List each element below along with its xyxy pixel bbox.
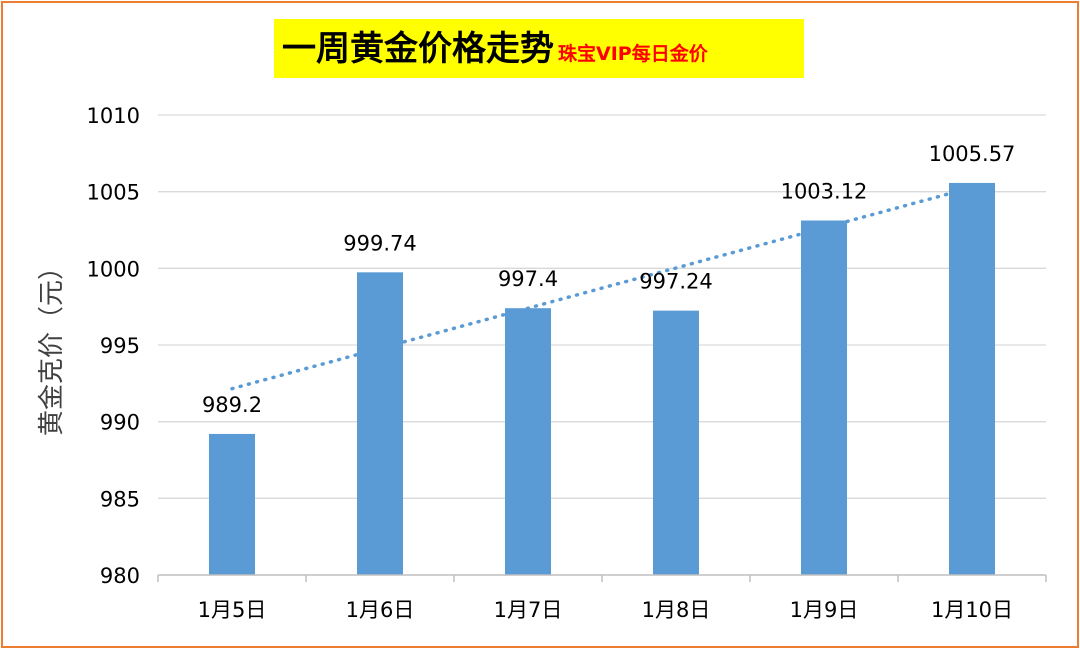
x-tick-label: 1月7日: [494, 598, 563, 622]
bar: [209, 433, 255, 575]
chart-title: 一周黄金价格走势: [282, 29, 554, 69]
trendline-path: [230, 185, 974, 391]
data-label: 997.24: [639, 270, 712, 294]
x-tick-label: 1月10日: [931, 598, 1013, 622]
data-label: 989.2: [202, 393, 262, 417]
y-tick-label: 990: [100, 411, 140, 435]
data-label: 997.4: [498, 267, 558, 291]
x-tick-label: 1月6日: [346, 598, 415, 622]
y-tick-label: 1010: [87, 104, 140, 128]
y-tick-label: 985: [100, 487, 140, 511]
chart-title-box: 一周黄金价格走势 珠宝VIP每日金价: [274, 19, 804, 78]
bar: [949, 182, 995, 575]
axes: 980 985 990 995 1000 1005 1010 1月5日 1月6日 1月7日 1月8日…: [87, 104, 1047, 622]
trendline: [230, 185, 974, 391]
x-tick-label: 1月5日: [198, 598, 267, 622]
bar: [801, 220, 847, 575]
x-tick-label: 1月9日: [790, 598, 859, 622]
y-axis-title: 黄金克价（元）: [37, 254, 67, 436]
data-labels: 989.2 999.74 997.4 997.24 1003.12 1005.57: [202, 142, 1015, 417]
y-tick-label: 1000: [87, 257, 140, 281]
x-tick-label: 1月8日: [642, 598, 711, 622]
data-label: 1003.12: [781, 179, 868, 203]
bars: [209, 182, 995, 575]
y-tick-label: 995: [100, 334, 140, 358]
gridlines: [158, 114, 1046, 499]
bar: [653, 310, 699, 575]
y-tick-label: 980: [100, 564, 140, 588]
chart-subtitle: 珠宝VIP每日金价: [558, 43, 708, 65]
data-label: 999.74: [343, 231, 416, 255]
data-label: 1005.57: [929, 142, 1016, 166]
bar: [357, 272, 403, 575]
bar: [505, 308, 551, 575]
y-tick-label: 1005: [87, 181, 140, 205]
